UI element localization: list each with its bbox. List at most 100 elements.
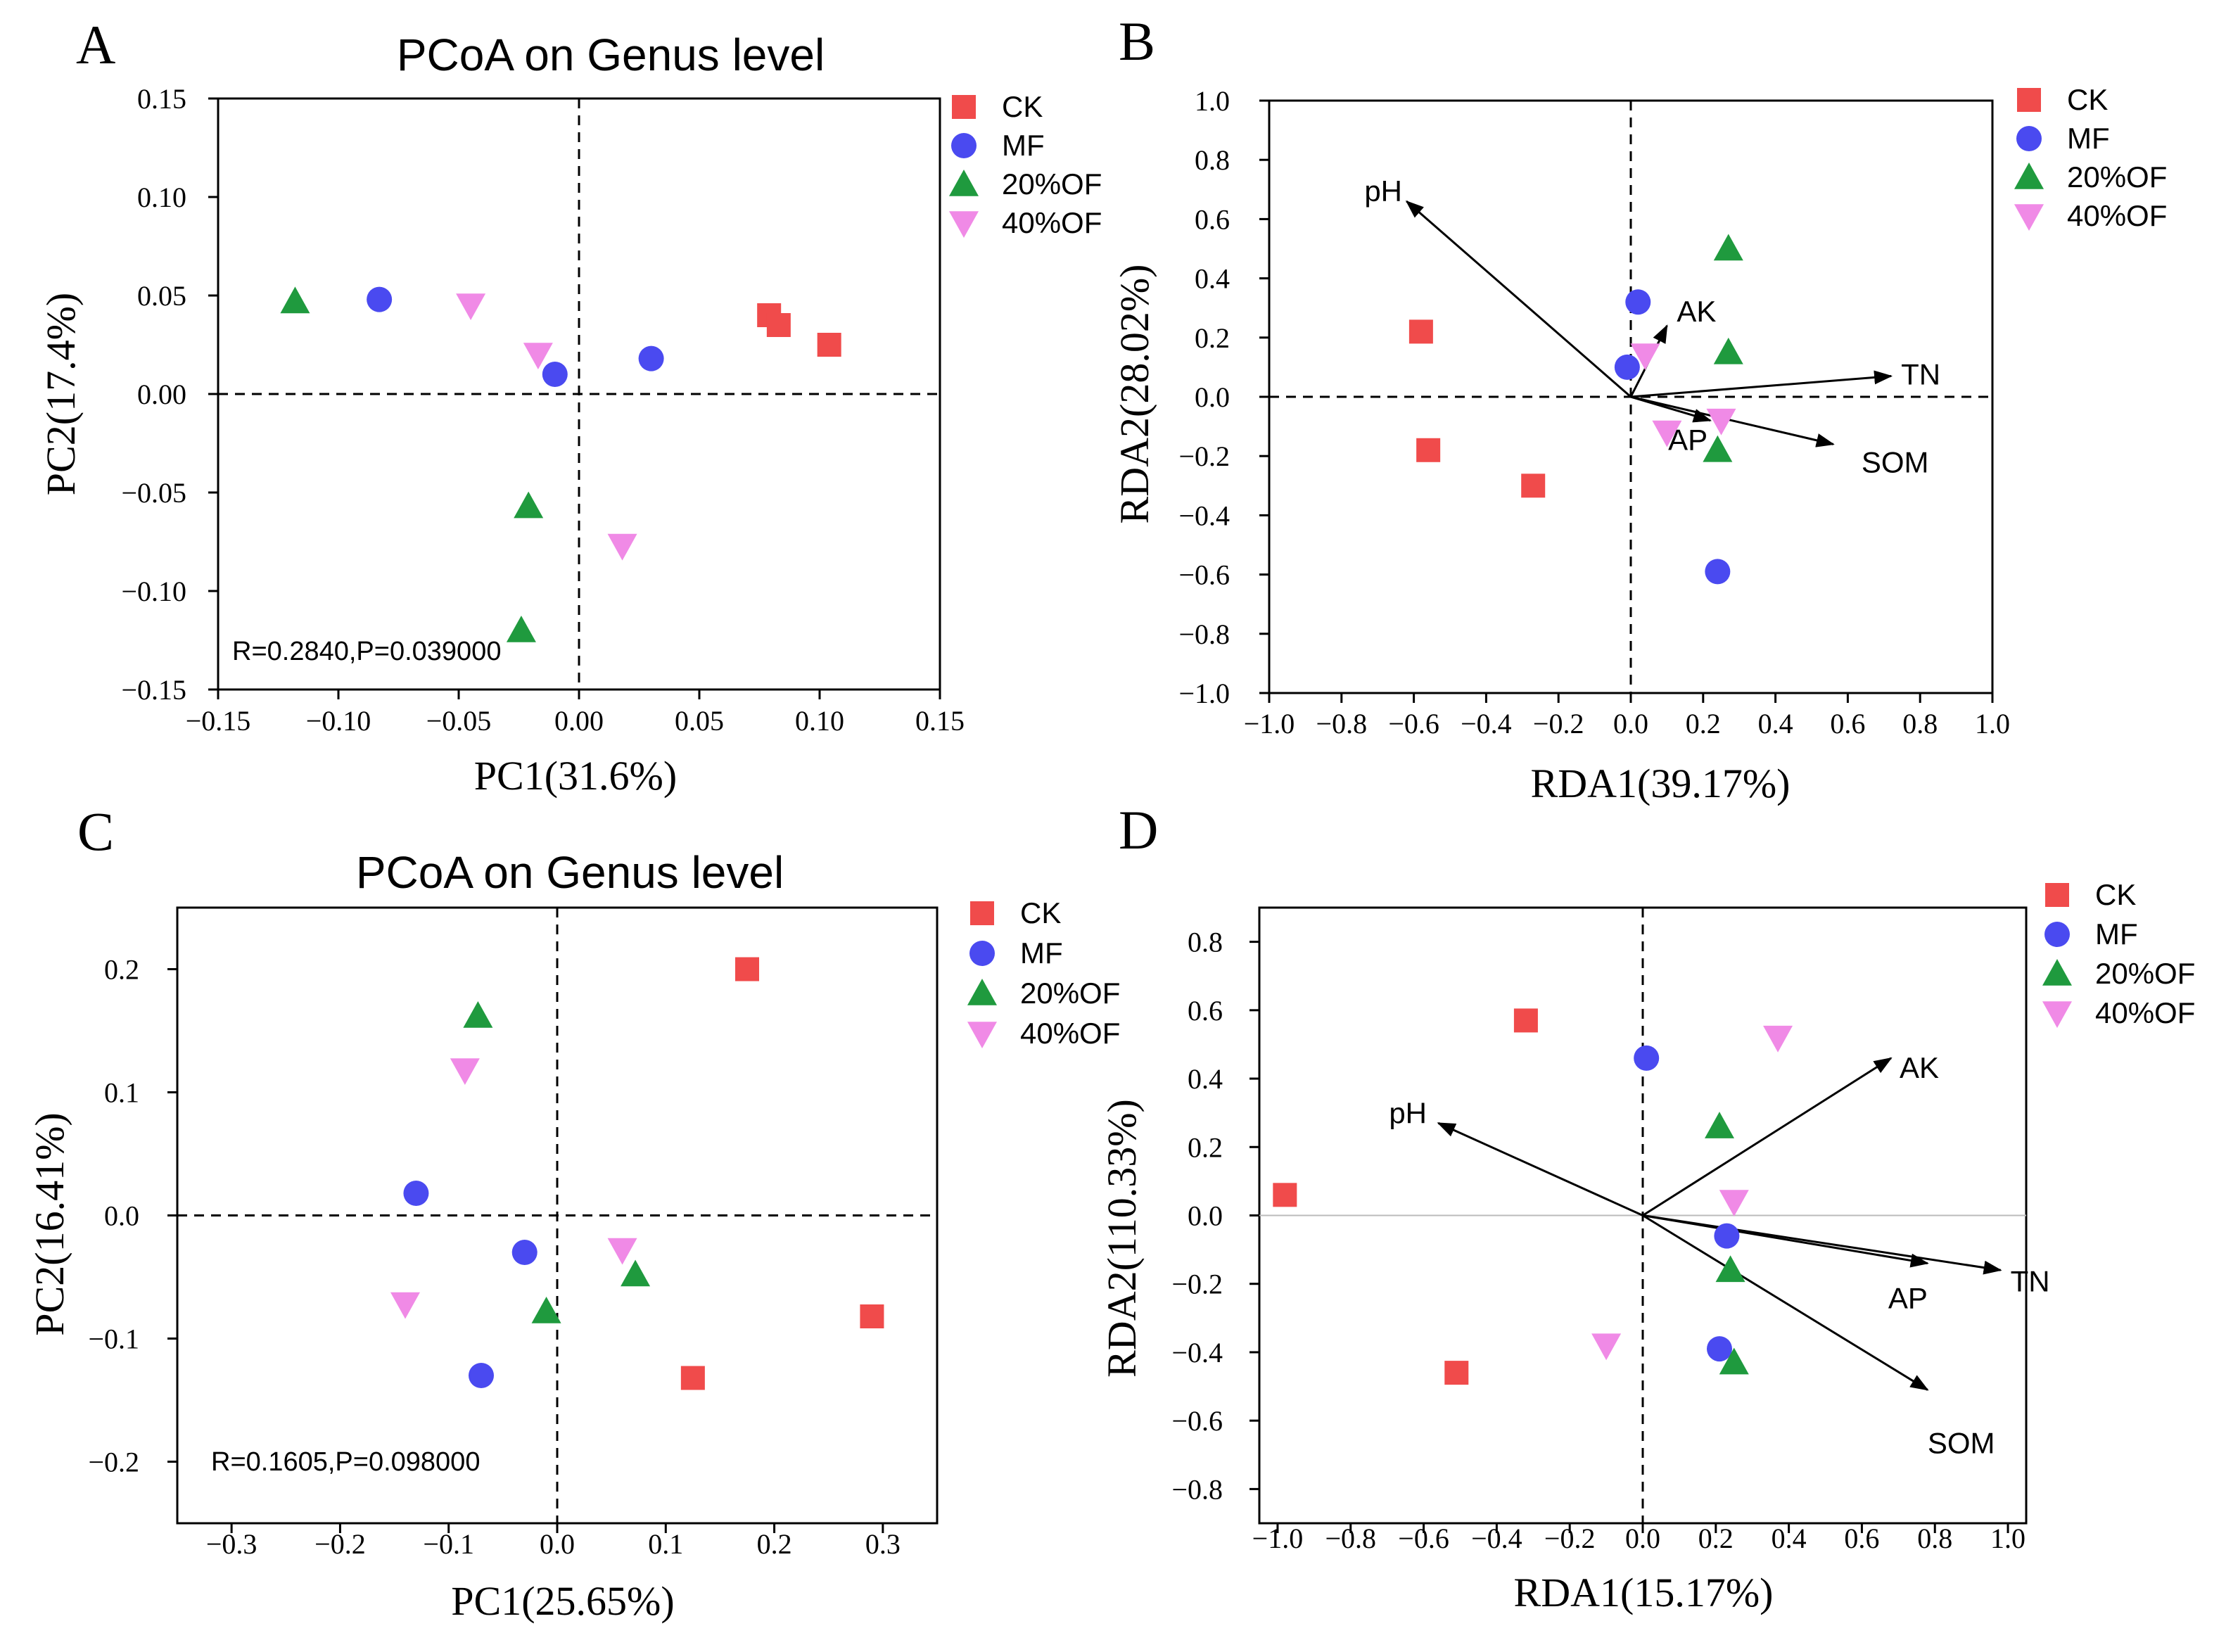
data-point <box>514 491 544 519</box>
series-ck <box>1273 1008 1538 1385</box>
y-tick-label: −0.15 <box>121 674 186 706</box>
legend-label: CK <box>2067 83 2108 116</box>
data-point <box>1625 289 1651 315</box>
vector-label: SOM <box>1862 445 1929 478</box>
x-tick-label: 0.2 <box>757 1528 792 1560</box>
vector-arrow-som <box>1642 1214 1929 1391</box>
panel-letter: A <box>76 14 115 75</box>
data-point <box>1713 234 1743 261</box>
legend-label: MF <box>1002 129 1045 162</box>
x-tick-label: 0.4 <box>1772 1523 1807 1554</box>
legend-label: MF <box>1020 936 1063 970</box>
legend-symbol <box>949 211 979 238</box>
x-tick-label: −0.15 <box>186 705 251 737</box>
y-tick-label: 0.0 <box>104 1200 139 1232</box>
legend-label: CK <box>1002 90 1043 123</box>
y-tick-label: −0.6 <box>1171 1405 1223 1437</box>
data-point <box>1763 1025 1793 1053</box>
data-point <box>1707 1336 1732 1362</box>
series-mf <box>1634 1045 1740 1362</box>
y-tick-label: −0.05 <box>121 477 186 509</box>
y-tick-label: −0.4 <box>1178 500 1230 531</box>
data-point <box>860 1304 884 1328</box>
legend-symbol <box>2014 163 2044 189</box>
vector-label: TN <box>1901 358 1940 391</box>
x-tick-label: 0.0 <box>540 1528 575 1560</box>
legend-label: 40%OF <box>1020 1017 1120 1050</box>
y-tick-label: −1.0 <box>1178 678 1230 709</box>
legend: CK MF 20%OF 40%OF <box>2014 83 2167 232</box>
legend-symbol <box>969 941 995 966</box>
vector-arrow-ap <box>1642 1214 1929 1268</box>
legend-label: 40%OF <box>1002 206 1102 239</box>
legend-symbol <box>967 979 997 1005</box>
panel-letter: C <box>77 801 114 862</box>
data-point <box>1719 1347 1749 1375</box>
legend: CK MF 20%OF 40%OF <box>949 90 1102 239</box>
legend-label: 40%OF <box>2067 199 2167 232</box>
x-tick-label: 0.10 <box>795 705 844 737</box>
y-tick-label: 0.05 <box>137 280 186 312</box>
series-20pctof <box>1703 234 1743 462</box>
x-tick-label: 0.15 <box>915 705 965 737</box>
chart-title: PCoA on Genus level <box>356 847 784 898</box>
legend-symbol <box>967 1022 997 1048</box>
vector-label: pH <box>1364 174 1402 208</box>
y-tick-label: −0.2 <box>1178 440 1230 472</box>
x-tick-label: 0.0 <box>1625 1523 1660 1554</box>
x-tick-label: 0.8 <box>1917 1523 1952 1554</box>
y-tick-label: −0.10 <box>121 576 186 607</box>
vector-label: AK <box>1900 1051 1939 1084</box>
y-tick-label: 0.6 <box>1188 995 1223 1027</box>
x-tick-label: −0.4 <box>1461 708 1512 739</box>
legend: CK MF 20%OF 40%OF <box>2042 878 2195 1029</box>
data-point <box>280 286 310 314</box>
legend-symbol <box>952 95 976 119</box>
y-tick-label: 0.8 <box>1188 927 1223 958</box>
x-tick-label: −0.3 <box>206 1528 257 1560</box>
y-axis-label: PC2(17.4%) <box>38 293 84 495</box>
chart-title: PCoA on Genus level <box>397 30 825 80</box>
data-point <box>1715 1255 1745 1283</box>
data-point <box>607 533 637 561</box>
x-tick-label: 0.2 <box>1698 1523 1734 1554</box>
y-tick-label: 0.2 <box>104 954 139 986</box>
x-tick-label: 0.6 <box>1830 708 1865 739</box>
x-axis-label: PC1(25.65%) <box>451 1578 674 1624</box>
series-40pctof <box>1591 1025 1793 1361</box>
y-tick-label: 0.15 <box>137 83 186 115</box>
legend-symbol <box>951 133 977 158</box>
panel-letter: B <box>1119 11 1155 72</box>
data-point <box>638 345 664 371</box>
panel-a: A PCoA on Genus level −0.15 −0.10 −0.05 0.00 0… <box>38 14 1102 799</box>
x-tick-label: −0.4 <box>1471 1523 1522 1554</box>
data-point <box>403 1181 429 1206</box>
data-point <box>463 1001 493 1028</box>
y-tick-label: 0.2 <box>1195 322 1230 354</box>
y-tick-label: 0.4 <box>1195 263 1230 295</box>
legend-label: CK <box>2095 878 2136 911</box>
x-tick-label: 0.0 <box>1613 708 1648 739</box>
x-tick-label: −0.8 <box>1325 1523 1376 1554</box>
legend-symbol <box>2014 204 2044 231</box>
data-point <box>1652 420 1682 447</box>
data-point <box>523 343 553 369</box>
data-point <box>1634 1045 1660 1071</box>
data-point <box>367 286 393 312</box>
y-tick-label: −0.4 <box>1171 1337 1223 1368</box>
data-point <box>817 333 841 357</box>
legend-symbol <box>970 901 994 925</box>
series-40pctof <box>390 1058 637 1319</box>
legend-symbol <box>2017 88 2041 112</box>
series-mf <box>1614 289 1731 585</box>
vector-label: SOM <box>1928 1426 1995 1459</box>
data-point <box>1444 1361 1469 1385</box>
y-tick-label: 0.10 <box>137 182 186 213</box>
legend-label: 20%OF <box>1020 977 1120 1010</box>
y-tick-label: 0.8 <box>1195 144 1230 176</box>
series-20pctof <box>280 286 544 642</box>
series-40pctof <box>456 293 637 561</box>
data-point <box>1705 559 1731 585</box>
x-tick-label: −0.2 <box>1544 1523 1596 1554</box>
stat-annotation: R=0.1605,P=0.098000 <box>211 1447 480 1477</box>
